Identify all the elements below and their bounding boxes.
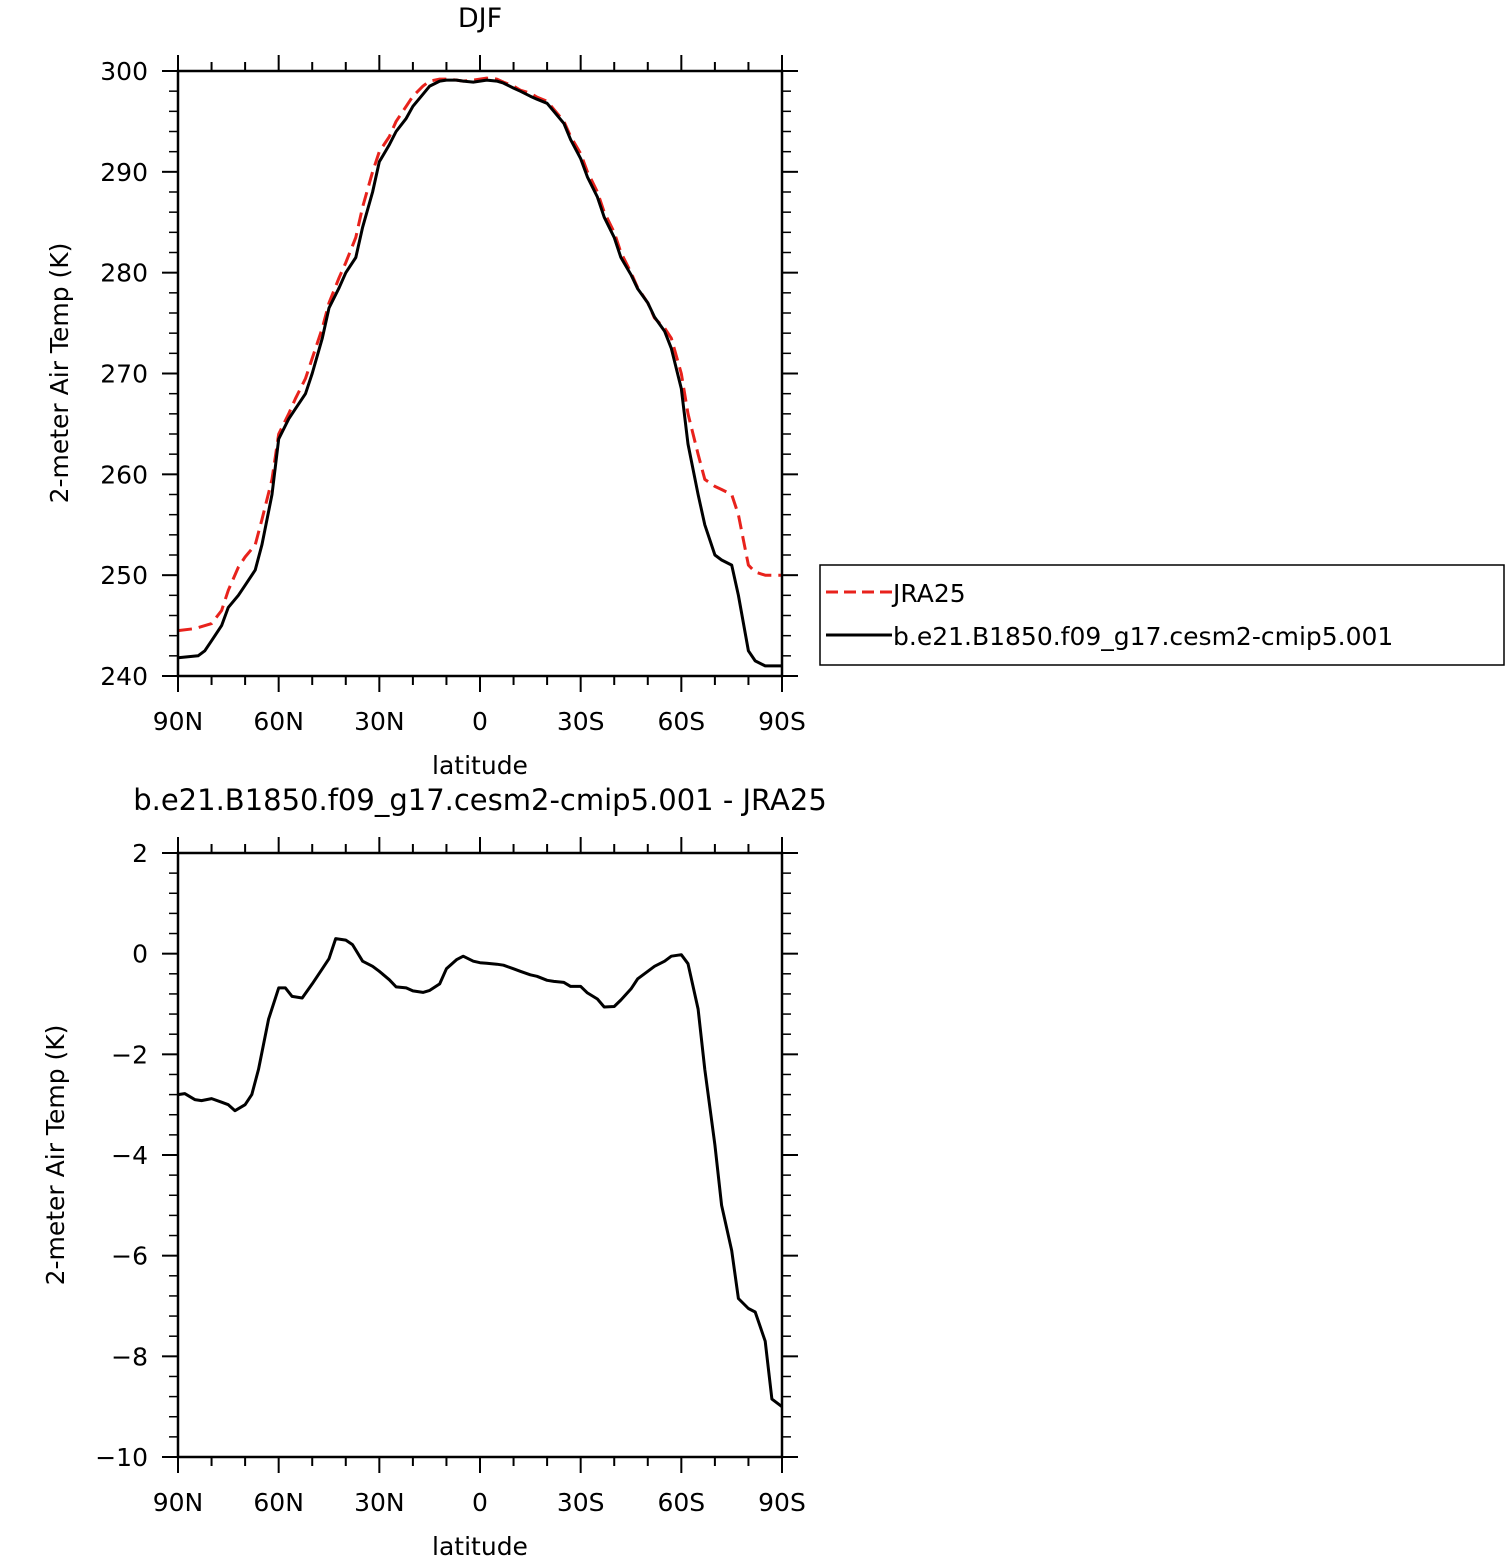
bottom-y-axis-label: 2-meter Air Temp (K) xyxy=(41,1025,70,1286)
top-y-tick-label: 280 xyxy=(100,259,148,288)
top-x-tick-label: 90S xyxy=(758,707,806,736)
bottom-y-tick-label: −10 xyxy=(95,1443,148,1472)
top-y-tick-label: 250 xyxy=(100,561,148,590)
bottom-x-tick-label: 0 xyxy=(472,1488,488,1517)
bottom-x-tick-label: 30N xyxy=(354,1488,405,1517)
top-x-tick-label: 0 xyxy=(472,707,488,736)
bottom-plot-frame xyxy=(176,851,784,1459)
top-plot-frame xyxy=(176,69,784,678)
bottom-series-group xyxy=(177,937,783,1408)
top-x-tick-label: 60N xyxy=(253,707,304,736)
top-x-tick-label: 30N xyxy=(354,707,405,736)
bottom-y-tick-label: 0 xyxy=(132,940,148,969)
top-x-axis-label: latitude xyxy=(432,751,528,780)
legend-label-cesm2: b.e21.B1850.f09_g17.cesm2-cmip5.001 xyxy=(893,622,1393,651)
top-series-group xyxy=(177,76,782,668)
bottom-y-tick-label: −6 xyxy=(111,1242,148,1271)
top-x-tick-label: 30S xyxy=(557,707,605,736)
bottom-y-tick-label: 2 xyxy=(132,839,148,868)
top-x-tick-label: 90N xyxy=(153,707,204,736)
top-y-tick-label: 270 xyxy=(100,360,148,389)
top-y-tick-label: 290 xyxy=(100,158,148,187)
top-ticks-group: 90N 60N 30N 0 30S 60S 90S 240 250 260 270 280 290 300 xyxy=(100,55,806,736)
top-series-0-line xyxy=(177,76,782,633)
top-series-1-line xyxy=(177,78,782,668)
bottom-x-axis-label: latitude xyxy=(432,1532,528,1561)
bottom-chart-title: b.e21.B1850.f09_g17.cesm2-cmip5.001 - JR… xyxy=(133,783,827,817)
top-y-axis-label: 2-meter Air Temp (K) xyxy=(45,243,74,504)
top-y-tick-label: 240 xyxy=(100,662,148,691)
bottom-series-0-line xyxy=(177,937,783,1408)
bottom-ticks-group: 90N 60N 30N 0 30S 60S 90S −10 −8 −6 −4 −2 0 2 xyxy=(95,837,806,1517)
bottom-panel: b.e21.B1850.f09_g17.cesm2-cmip5.001 - JR… xyxy=(41,783,827,1561)
bottom-x-tick-label: 90N xyxy=(153,1488,204,1517)
top-y-tick-label: 260 xyxy=(100,460,148,489)
bottom-x-tick-label: 90S xyxy=(758,1488,806,1517)
bottom-y-tick-label: −4 xyxy=(111,1141,148,1170)
bottom-y-tick-label: −8 xyxy=(111,1342,148,1371)
top-chart-title: DJF xyxy=(458,3,502,34)
top-panel: DJF 90N 60N 30N 0 30S 60S 90S 240 250 260 270 280 29… xyxy=(45,3,1505,780)
bottom-x-tick-label: 30S xyxy=(557,1488,605,1517)
bottom-y-tick-label: −2 xyxy=(111,1040,148,1069)
legend-box xyxy=(819,564,1505,666)
bottom-x-tick-label: 60S xyxy=(657,1488,705,1517)
bottom-x-tick-label: 60N xyxy=(253,1488,304,1517)
top-x-tick-label: 60S xyxy=(657,707,705,736)
legend: JRA25 b.e21.B1850.f09_g17.cesm2-cmip5.00… xyxy=(819,564,1505,666)
legend-label-jra25: JRA25 xyxy=(891,579,966,608)
top-y-tick-label: 300 xyxy=(100,57,148,86)
